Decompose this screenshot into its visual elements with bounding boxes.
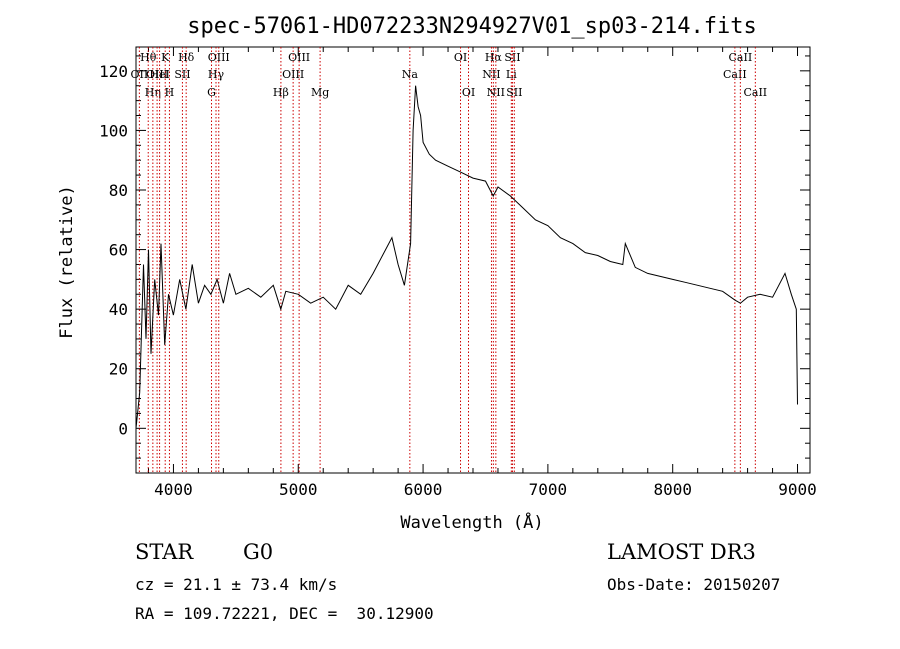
y-tick-label: 40 [109,300,128,319]
y-tick-label: 20 [109,360,128,379]
spectral-line-label: CaII [743,86,767,99]
redshift-cz: cz = 21.1 ± 73.4 km/s [135,575,338,594]
y-tick-label: 60 [109,241,128,260]
spectral-line-label: H [165,86,175,99]
y-tick-label: 120 [99,62,128,81]
spectral-line-label: NII [487,86,505,99]
x-tick-label: 8000 [653,480,692,499]
x-tick-label: 6000 [404,480,443,499]
x-tick-label: 7000 [529,480,568,499]
x-tick-label: 5000 [279,480,318,499]
x-axis-label: Wavelength (Å) [400,511,543,533]
spectral-line-label: Li [506,68,517,81]
spectral-line-label: SII [504,51,520,64]
spectral-line-label: CaII [729,51,753,64]
spectral-line-label: Na [402,68,419,81]
spectral-line-label: Hη [145,86,161,99]
spectral-line-label: OIII [208,51,230,64]
object-class: STAR [135,540,194,564]
y-tick-label: 0 [118,419,128,438]
spectral-line-label: NII [482,68,500,81]
spectral-line-label: SII [506,86,522,99]
spectral-line-label: OIII [282,68,304,81]
spectral-line-label: OIII [288,51,310,64]
spectral-line-label: HeI [149,68,169,81]
spectral-line-label: OI [462,86,475,99]
y-tick-label: 100 [99,121,128,140]
spectral-line-label: K [161,51,170,64]
spectral-subclass: G0 [243,540,274,564]
spectral-line-label: Mg [311,86,329,99]
coordinates: RA = 109.72221, DEC = 30.12900 [135,604,434,623]
y-axis-label: Flux (relative) [57,185,77,339]
survey-name: LAMOST DR3 [607,540,756,564]
y-tick-label: 80 [109,181,128,200]
spectral-line-label: Hβ [273,86,289,99]
spectral-line-label: Hθ [140,51,157,64]
observation-date: Obs-Date: 20150207 [607,575,781,594]
spectral-line-label: OI [454,51,467,64]
spectral-line-label: OIII [146,68,168,81]
spectral-line-label: SII [174,68,190,81]
x-tick-label: 4000 [154,480,193,499]
spectral-line-label: Hα [485,51,503,64]
spectral-line-label: CaII [723,68,747,81]
spectral-line-label: OII [131,68,149,81]
spectrum-line [136,85,798,429]
x-tick-label: 9000 [778,480,817,499]
spectral-line-label: G [207,86,216,99]
plot-frame [135,46,811,474]
chart-title: spec-57061-HD072233N294927V01_sp03-214.f… [187,14,757,39]
spectral-line-label: Hγ [208,68,225,81]
spectral-line-label: Hδ [178,51,195,64]
